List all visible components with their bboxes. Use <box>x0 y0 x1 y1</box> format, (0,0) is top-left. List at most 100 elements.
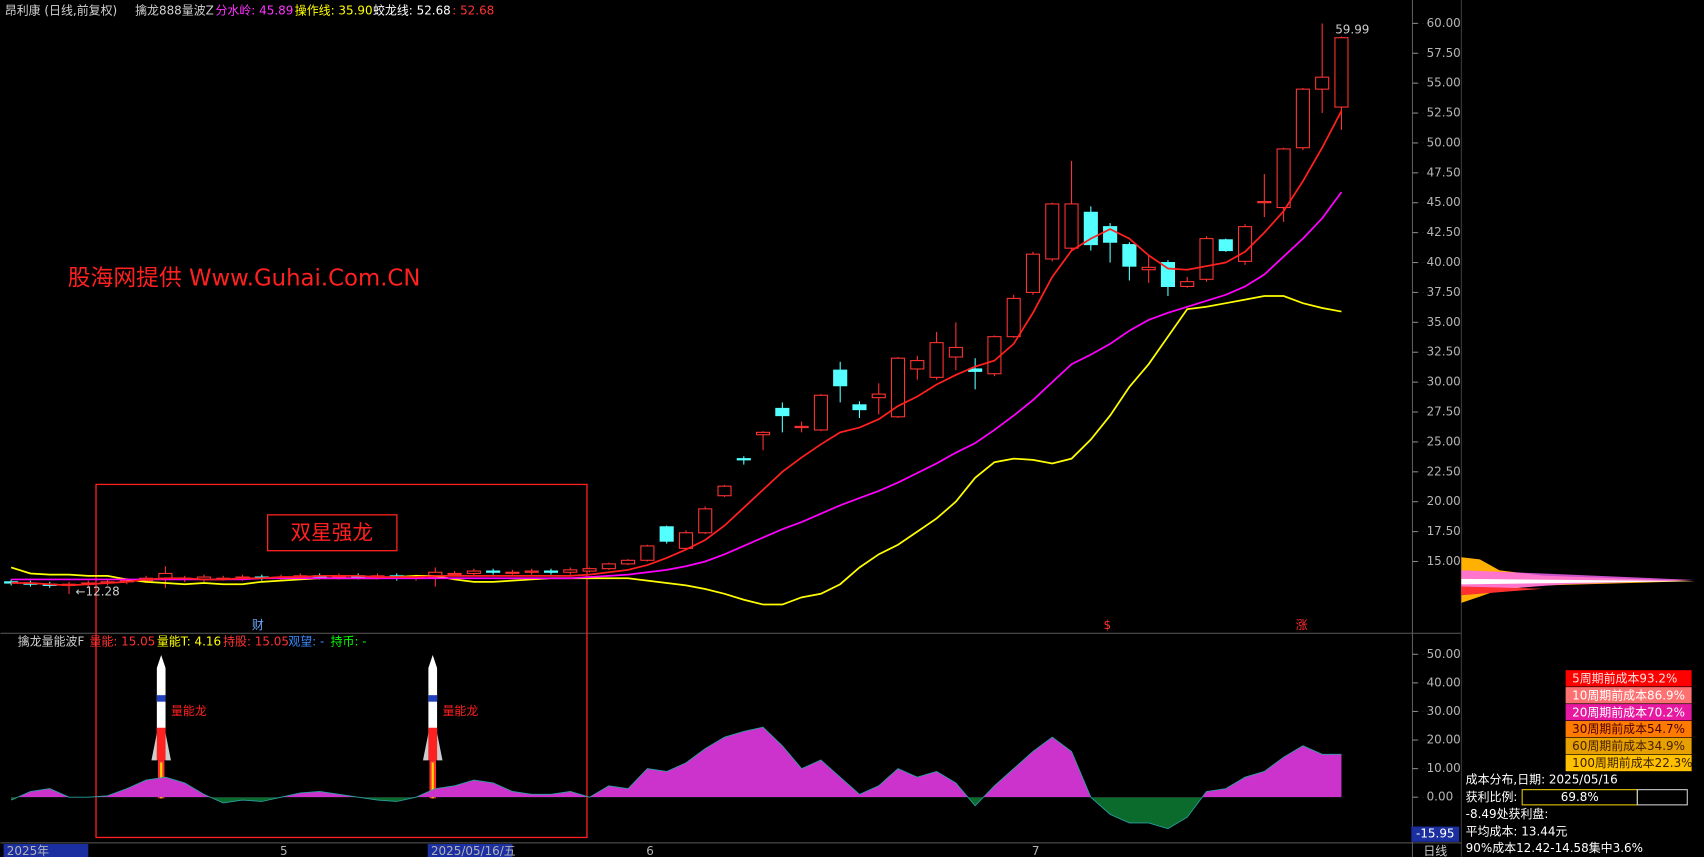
candle-body <box>601 563 616 570</box>
y-tick-label: 15.00 <box>1427 554 1461 568</box>
y-tick-label: 20.00 <box>1427 733 1461 747</box>
y-tick-label: 52.50 <box>1427 106 1461 120</box>
cost-row-bg <box>1565 721 1692 738</box>
cost-range: 90%成本12.42-14.58集中3.6% <box>1466 840 1643 855</box>
sub-d: 观望: - <box>288 634 324 648</box>
watermark: 股海网提供 Www.Guhai.Com.CN <box>68 266 421 292</box>
cost-row-bg <box>1565 704 1692 721</box>
candle-body <box>524 570 539 573</box>
candle-body <box>1025 253 1041 293</box>
profit: 69.8% <box>1561 790 1599 804</box>
extra: : 52.68 <box>452 3 494 17</box>
candle-body <box>717 485 732 497</box>
marker: $ <box>1103 618 1111 632</box>
x-tick-label: 6 <box>646 844 654 857</box>
cost-row: 10周期前成本86.9% <box>1572 687 1685 702</box>
y-tick-label: 37.50 <box>1427 285 1461 299</box>
candle-body <box>563 569 578 573</box>
candle-body <box>1141 266 1156 271</box>
candle-body <box>543 570 559 573</box>
y-tick-label: 27.50 <box>1427 405 1461 419</box>
candle-body <box>1180 281 1195 287</box>
candle-body <box>1315 76 1330 90</box>
high-annotation: 59.99 <box>1335 23 1369 37</box>
candle-body <box>987 336 1002 375</box>
candle-body <box>910 360 925 370</box>
candle-body <box>813 394 828 431</box>
y-tick-label: 30.00 <box>1427 375 1461 389</box>
area-outline <box>10 726 1342 830</box>
y-tick-label: 50.00 <box>1427 135 1461 149</box>
y-tick-label: 0.00 <box>1427 790 1454 804</box>
cost-row: 20周期前成本70.2% <box>1572 704 1685 719</box>
period: 日线 <box>1423 844 1447 857</box>
cost-table: 5周期前成本93.2% 10周期前成本86.9% 20周期前成本70.2% 30周期前… <box>1565 670 1693 772</box>
indicator: 擒龙888量波Z <box>135 2 214 17</box>
y-tick-label: 32.50 <box>1427 345 1461 359</box>
cost-distribution <box>1461 557 1695 603</box>
ma-line <box>10 295 1342 606</box>
candle-body <box>775 407 790 417</box>
fsl: 分水岭: 45.89 <box>215 3 293 17</box>
plot: 15.00 17.50 20.00 22.50 25.00 27.50 30.00 32.50… <box>3 16 1462 857</box>
marker: 财 <box>252 618 264 632</box>
candle-body <box>794 425 809 429</box>
candle-body <box>1295 88 1310 149</box>
candle-body <box>1257 201 1272 204</box>
y-tick-label: 47.50 <box>1427 165 1461 179</box>
marker: 涨 <box>1296 617 1308 632</box>
candle-body <box>1122 244 1137 267</box>
cost-row-bg <box>1565 687 1692 704</box>
y-tick-label: 45.00 <box>1427 195 1461 209</box>
candle-body <box>1238 226 1253 262</box>
candle-body <box>871 393 886 399</box>
candle-body <box>852 404 867 411</box>
candle-body <box>948 346 963 358</box>
candle-body <box>428 571 443 578</box>
y-tick-label: 55.00 <box>1427 76 1461 90</box>
y-tick-label: 20.00 <box>1427 494 1461 508</box>
sub-e: 持币: - <box>331 633 367 648</box>
candle-body <box>1276 148 1291 209</box>
candle-body <box>1199 238 1214 280</box>
low-annotation: ←12.28 <box>76 584 120 598</box>
current-value-box <box>1411 826 1460 842</box>
label-box <box>266 514 398 552</box>
candle-body <box>582 568 597 572</box>
symbol: 昂利康 (日线,前复权) <box>5 2 117 17</box>
candle-body <box>736 458 751 461</box>
rocket <box>422 654 443 799</box>
x-tick-label: 2025/05/16/五 <box>431 844 516 857</box>
candle-body <box>621 559 636 565</box>
sub-c: 持股: 15.05 <box>223 633 289 648</box>
y-tick-label: 10.00 <box>1427 761 1461 775</box>
candle-body <box>890 357 906 418</box>
jlx: 蛟龙线: 52.68 <box>373 2 451 17</box>
header: 昂利康 (日线,前复权) 擒龙888量波Z 分水岭: 45.89 操作线: 35… <box>5 2 495 17</box>
candle-body <box>1218 239 1233 252</box>
sub-header: 擒龙量能波F 量能: 15.05 量能T: 4.16 持股: 15.05 观望:… <box>18 633 367 648</box>
y-tick-label: 17.50 <box>1427 524 1461 538</box>
y-tick-label: 25.00 <box>1427 434 1461 448</box>
x-label-highlight <box>427 843 513 857</box>
candle-body <box>1064 203 1079 249</box>
candle-body <box>505 571 520 574</box>
candle-body <box>659 526 674 542</box>
candle-body <box>1045 203 1060 260</box>
profit-line: -8.49处获利盘: <box>1466 806 1549 821</box>
profit-label: 获利比例: <box>1466 790 1518 804</box>
y-tick-label: 35.00 <box>1427 315 1461 329</box>
candle-body <box>486 570 501 573</box>
sub-a: 量能: 15.05 <box>89 634 155 648</box>
rocket-label: 量能龙 <box>171 704 207 718</box>
cost-row: 100周期前成本22.3% <box>1572 755 1692 770</box>
czx: 操作线: 35.90 <box>295 2 373 17</box>
x-tick-label: 7 <box>1032 844 1040 857</box>
candle-body <box>447 572 462 576</box>
profit-bar-rest <box>1636 789 1688 806</box>
y-tick-label: 40.00 <box>1427 255 1461 269</box>
candle-body <box>678 532 694 549</box>
